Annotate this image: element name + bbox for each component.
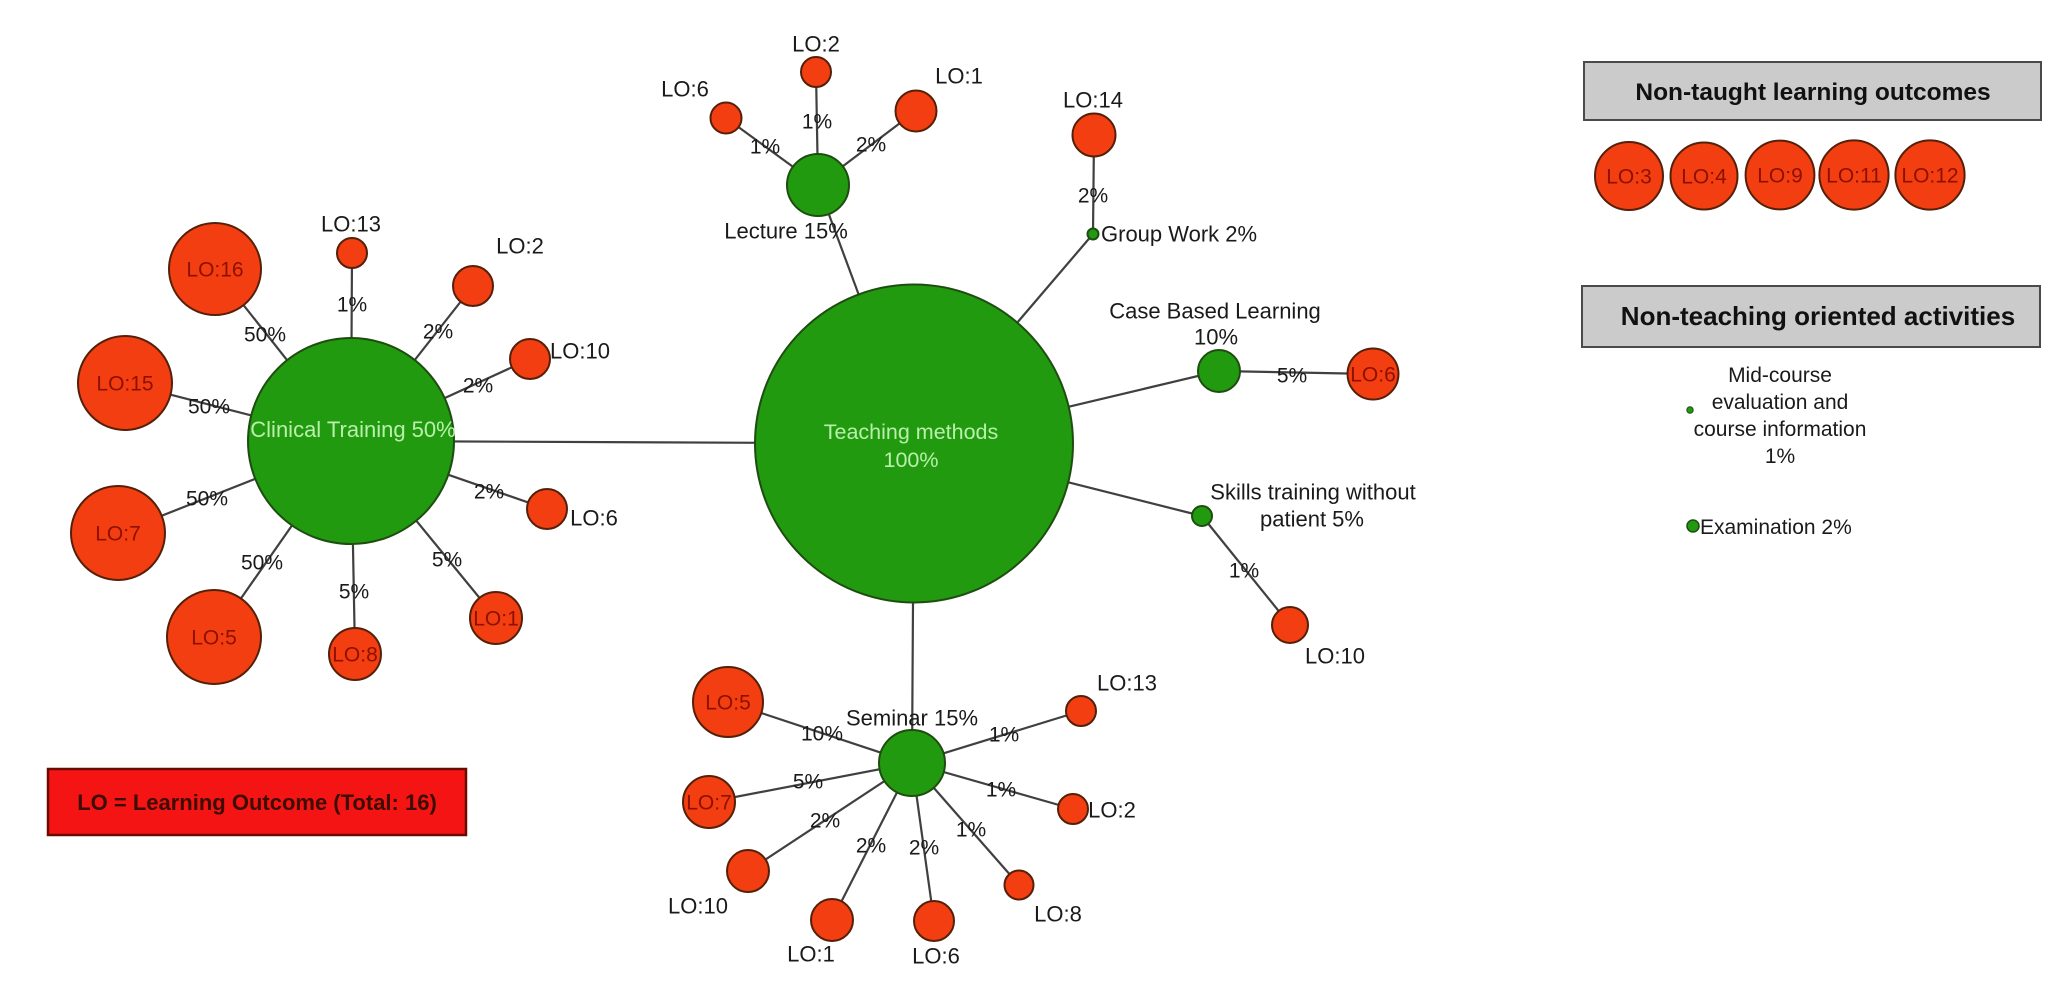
svg-text:LO:1: LO:1 — [935, 64, 983, 89]
svg-text:LO:14: LO:14 — [1063, 88, 1123, 113]
svg-text:50%: 50% — [244, 324, 286, 347]
svg-text:patient 5%: patient 5% — [1260, 507, 1364, 532]
svg-text:Examination 2%: Examination 2% — [1700, 516, 1852, 539]
svg-text:2%: 2% — [423, 321, 453, 344]
svg-text:Teaching methods: Teaching methods — [824, 420, 999, 444]
svg-text:5%: 5% — [339, 581, 369, 604]
svg-text:2%: 2% — [463, 375, 493, 398]
svg-text:LO:12: LO:12 — [1901, 165, 1958, 188]
svg-text:LO:13: LO:13 — [1097, 671, 1157, 696]
svg-text:LO:4: LO:4 — [1681, 166, 1727, 189]
svg-text:LO:1: LO:1 — [473, 608, 519, 631]
svg-text:LO:7: LO:7 — [686, 792, 732, 815]
svg-text:1%: 1% — [989, 724, 1019, 747]
svg-text:LO:10: LO:10 — [668, 894, 728, 919]
svg-text:LO:2: LO:2 — [792, 32, 840, 57]
svg-text:5%: 5% — [1277, 365, 1307, 388]
svg-text:LO = Learning Outcome (Total:: LO = Learning Outcome (Total: 16) — [77, 790, 437, 815]
svg-text:2%: 2% — [474, 481, 504, 504]
svg-text:1%: 1% — [750, 136, 780, 159]
svg-text:LO:13: LO:13 — [321, 212, 381, 237]
svg-text:Skills training without: Skills training without — [1210, 480, 1415, 505]
svg-text:LO:8: LO:8 — [332, 644, 378, 667]
svg-text:LO:7: LO:7 — [95, 523, 141, 546]
svg-text:50%: 50% — [188, 396, 230, 419]
svg-text:LO:2: LO:2 — [496, 234, 544, 259]
svg-text:LO:1: LO:1 — [787, 942, 835, 967]
svg-text:evaluation and: evaluation and — [1712, 391, 1849, 414]
svg-text:LO:16: LO:16 — [186, 259, 243, 282]
svg-text:LO:5: LO:5 — [705, 692, 751, 715]
svg-text:LO:3: LO:3 — [1606, 166, 1652, 189]
svg-text:1%: 1% — [802, 111, 832, 134]
svg-text:LO:15: LO:15 — [96, 373, 153, 396]
svg-text:LO:11: LO:11 — [1826, 165, 1882, 188]
svg-text:Seminar 15%: Seminar 15% — [846, 706, 978, 731]
svg-text:Non-taught learning outcomes: Non-taught learning outcomes — [1635, 79, 1990, 106]
svg-text:LO:9: LO:9 — [1757, 165, 1803, 188]
svg-text:50%: 50% — [241, 552, 283, 575]
svg-text:LO:2: LO:2 — [1088, 798, 1136, 823]
svg-text:10%: 10% — [1194, 325, 1238, 350]
svg-text:1%: 1% — [1765, 445, 1795, 468]
svg-text:10%: 10% — [801, 723, 843, 746]
svg-text:Lecture 15%: Lecture 15% — [724, 219, 848, 244]
svg-text:5%: 5% — [432, 549, 462, 572]
svg-text:2%: 2% — [856, 835, 886, 858]
svg-text:2%: 2% — [810, 810, 840, 833]
svg-text:LO:5: LO:5 — [191, 627, 237, 650]
svg-text:2%: 2% — [909, 837, 939, 860]
svg-text:course information: course information — [1694, 418, 1867, 441]
svg-text:1%: 1% — [337, 294, 367, 317]
svg-text:1%: 1% — [1229, 560, 1259, 583]
svg-text:LO:6: LO:6 — [661, 77, 709, 102]
svg-text:1%: 1% — [986, 779, 1016, 802]
svg-text:1%: 1% — [956, 819, 986, 842]
svg-text:50%: 50% — [186, 488, 228, 511]
svg-text:2%: 2% — [1078, 185, 1108, 208]
svg-text:LO:8: LO:8 — [1034, 902, 1082, 927]
svg-text:100%: 100% — [884, 448, 939, 472]
svg-text:Group Work 2%: Group Work 2% — [1101, 222, 1257, 247]
svg-text:Clinical Training 50%: Clinical Training 50% — [250, 417, 455, 442]
svg-text:5%: 5% — [793, 771, 823, 794]
svg-text:Case Based Learning: Case Based Learning — [1109, 299, 1321, 324]
svg-text:Non-teaching oriented activiti: Non-teaching oriented activities — [1621, 301, 2015, 331]
svg-text:LO:10: LO:10 — [1305, 644, 1365, 669]
svg-text:LO:6: LO:6 — [912, 944, 960, 969]
svg-text:LO:6: LO:6 — [1350, 364, 1396, 387]
svg-text:LO:10: LO:10 — [550, 339, 610, 364]
svg-text:LO:6: LO:6 — [570, 506, 618, 531]
svg-text:Mid-course: Mid-course — [1728, 364, 1832, 387]
svg-text:2%: 2% — [856, 134, 886, 157]
